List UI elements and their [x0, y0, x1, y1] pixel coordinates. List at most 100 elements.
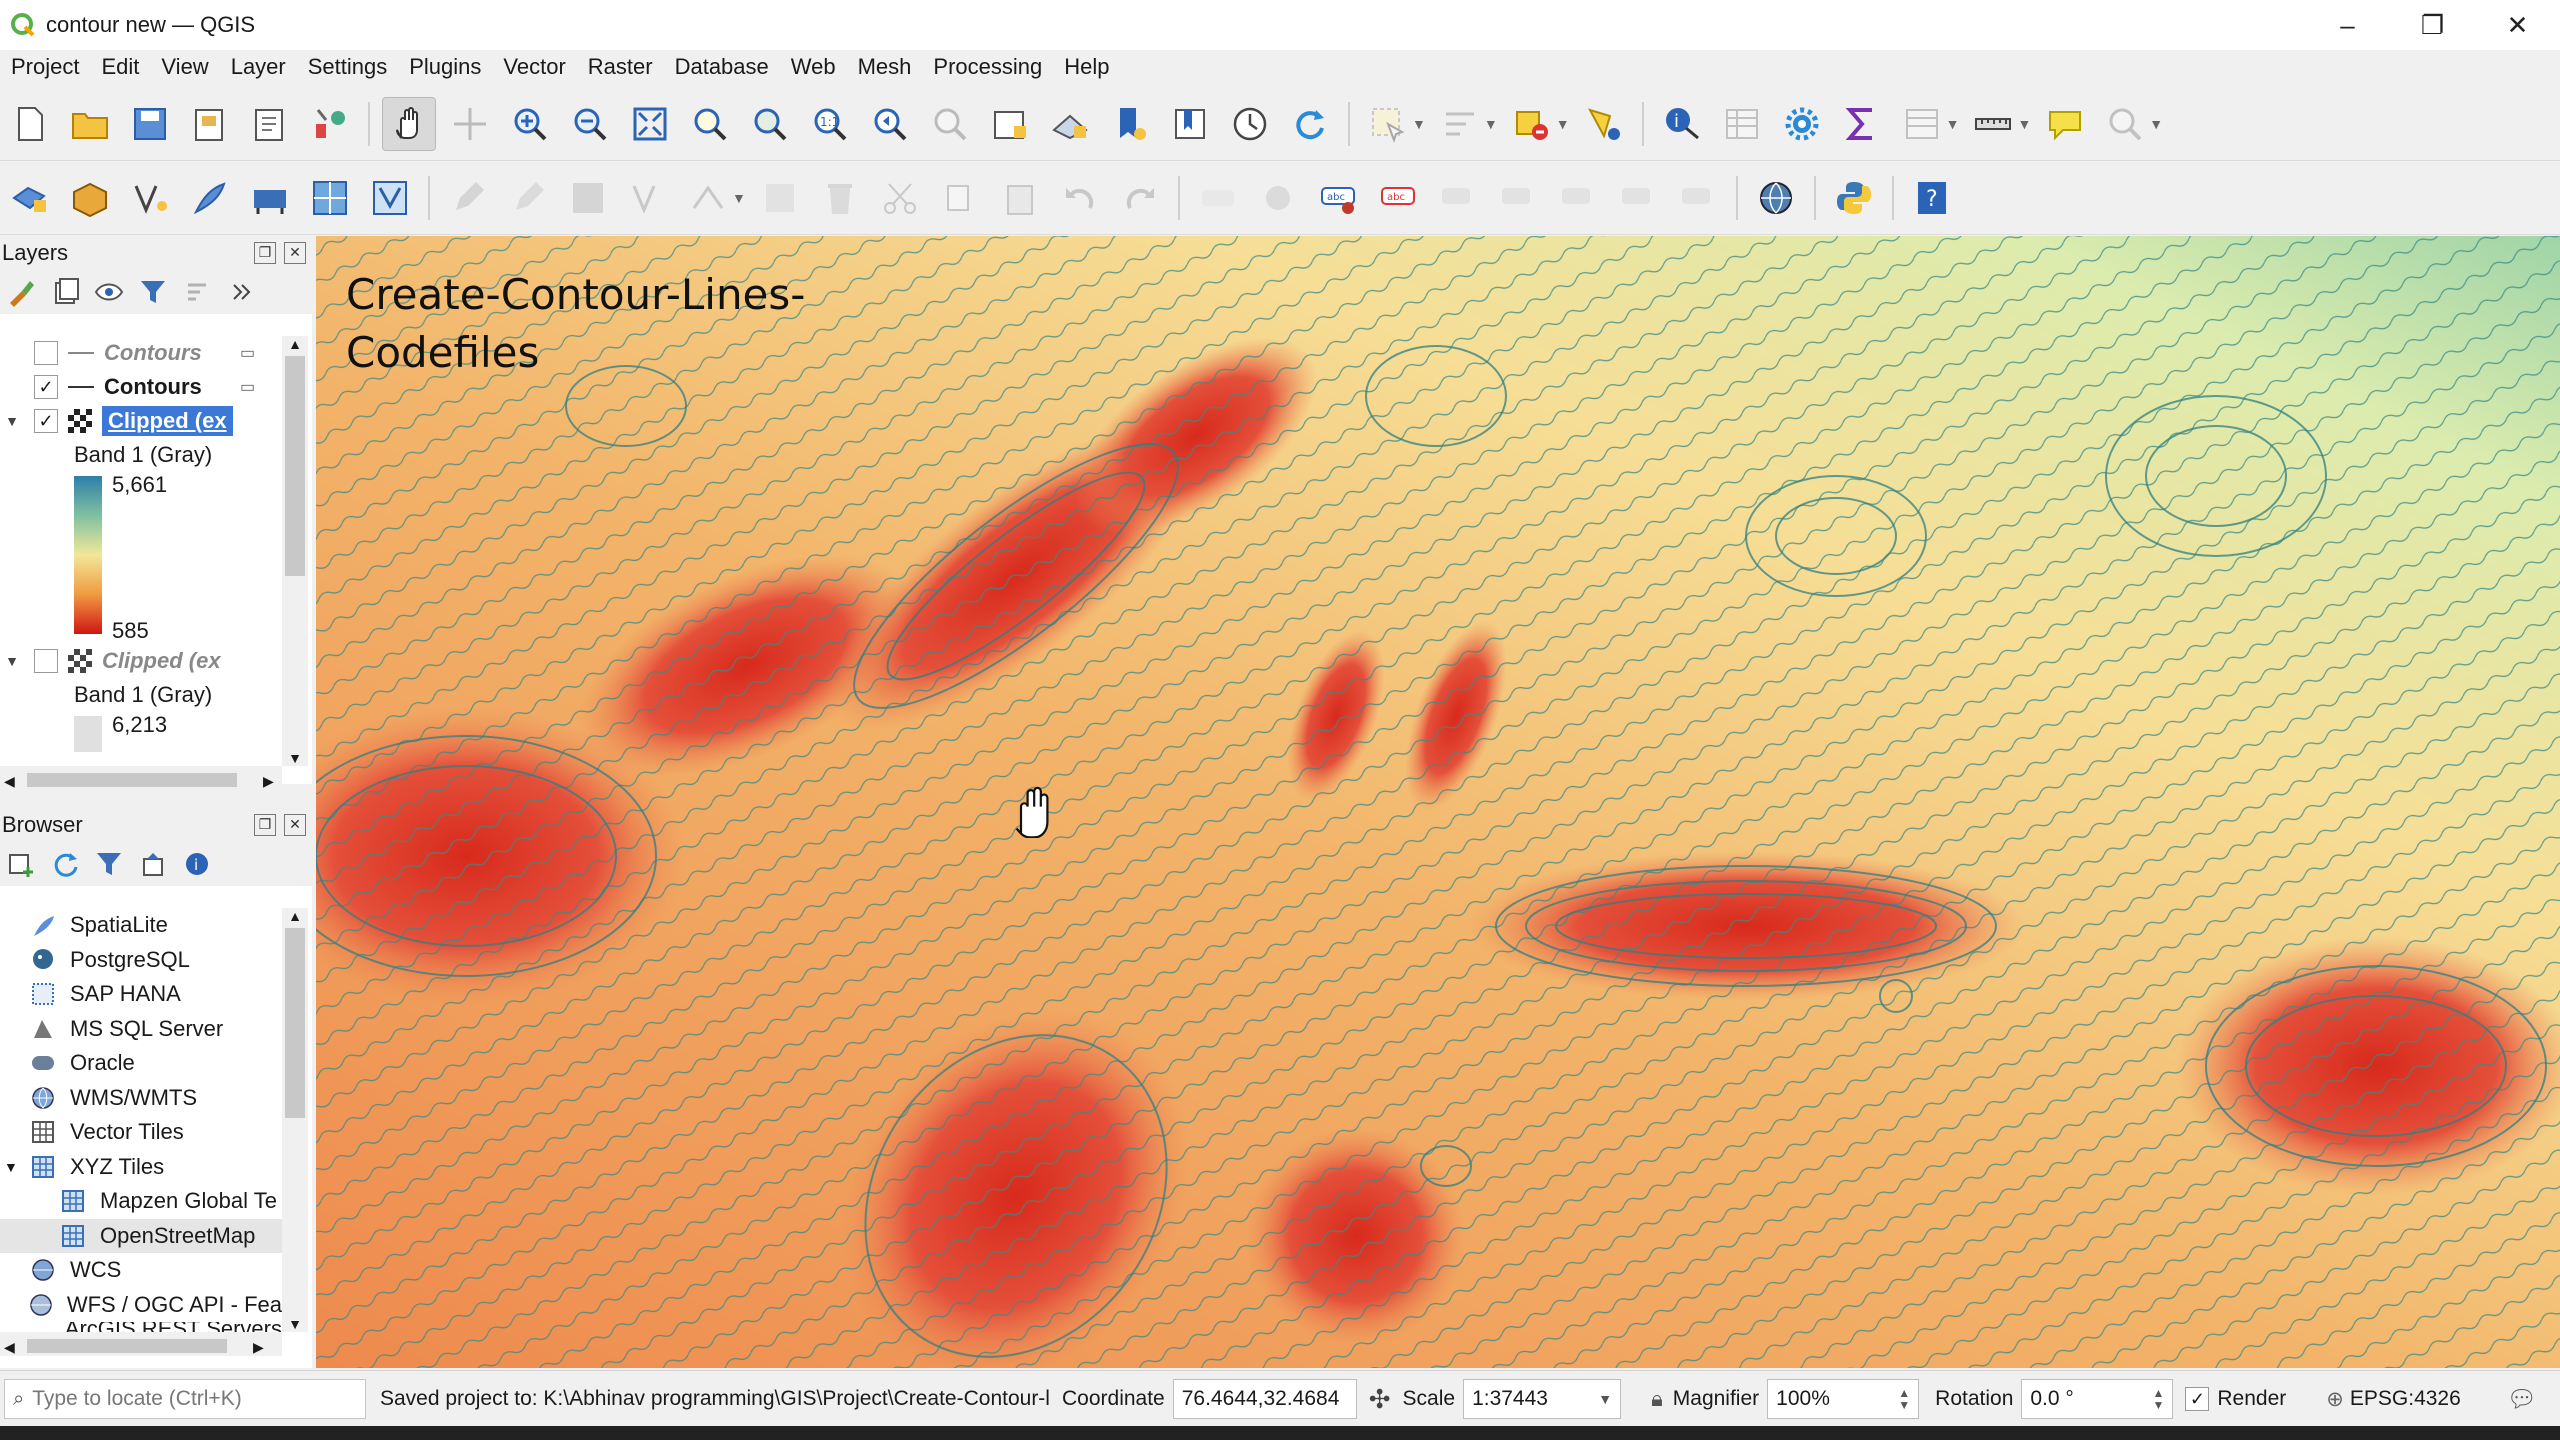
attribute-table-button[interactable]	[1716, 98, 1768, 150]
pan-map-button[interactable]	[382, 97, 436, 151]
zoom-to-layer-button[interactable]	[744, 98, 796, 150]
change-label-button[interactable]	[1672, 172, 1724, 224]
rotation-spinbox[interactable]: 0.0 ° ▲ ▼	[2021, 1379, 2174, 1419]
measure-line-button[interactable]	[1967, 98, 2019, 150]
spin-arrows-icon[interactable]: ▲ ▼	[2152, 1386, 2165, 1412]
quickmapservices-button[interactable]	[1750, 172, 1802, 224]
add-vector-layer-button[interactable]	[124, 172, 176, 224]
collapse-arrow-icon[interactable]: ▼	[4, 1158, 18, 1175]
browser-item-oracle[interactable]: Oracle	[0, 1046, 282, 1081]
browser-horizontal-scrollbar[interactable]: ◀ ▶	[0, 1332, 282, 1356]
paste-features-button[interactable]	[994, 172, 1046, 224]
browser-item-openstreetmap[interactable]: OpenStreetMap	[0, 1218, 282, 1253]
new-geopackage-layer-button[interactable]	[64, 172, 116, 224]
scroll-right-icon[interactable]: ▶	[253, 1339, 264, 1355]
add-selected-layers-icon[interactable]	[6, 849, 36, 879]
layer-visibility-checkbox[interactable]	[34, 341, 58, 365]
menu-web[interactable]: Web	[790, 54, 836, 79]
menu-mesh[interactable]: Mesh	[857, 54, 912, 79]
toggle-extents-icon[interactable]: ✣	[1368, 1383, 1391, 1414]
zoom-to-selection-button[interactable]	[684, 98, 736, 150]
locator-bar[interactable]: ⌕ Type to locate (Ctrl+K)	[4, 1379, 366, 1419]
scroll-down-icon[interactable]: ▼	[288, 750, 302, 766]
processing-toolbox-button[interactable]	[1776, 98, 1828, 150]
save-edits-button[interactable]	[562, 172, 614, 224]
statistical-summary-button[interactable]	[1836, 98, 1888, 150]
menu-project[interactable]: Project	[11, 54, 80, 79]
deselect-features-button[interactable]	[1506, 98, 1558, 150]
label-tool-button[interactable]	[1192, 172, 1244, 224]
scale-combobox[interactable]: 1:37443 ▼	[1463, 1379, 1622, 1419]
digitize-button[interactable]	[622, 172, 674, 224]
add-mesh-layer-button[interactable]	[364, 172, 416, 224]
info-icon[interactable]: i	[182, 849, 212, 879]
collapse-arrow-icon[interactable]: ▼	[5, 653, 19, 669]
identify-features-button[interactable]: i	[1656, 98, 1708, 150]
float-panel-icon[interactable]: ❐	[254, 814, 276, 836]
zoom-in-button[interactable]	[504, 98, 556, 150]
layer-row[interactable]: ✓ Contours ▭	[0, 370, 282, 404]
browser-item-vector-tiles[interactable]: Vector Tiles	[0, 1115, 282, 1150]
locator-dropdown-icon[interactable]: ▼	[2149, 116, 2164, 132]
collapse-arrow-icon[interactable]: ▼	[5, 413, 19, 429]
browser-item-mssql[interactable]: MS SQL Server	[0, 1012, 282, 1047]
new-print-layout-button[interactable]	[184, 98, 236, 150]
crs-button[interactable]: EPSG:4326	[2349, 1387, 2461, 1410]
menu-settings[interactable]: Settings	[307, 54, 388, 79]
close-panel-icon[interactable]: ✕	[284, 242, 306, 264]
zoom-full-button[interactable]	[624, 98, 676, 150]
add-wms-layer-button[interactable]	[244, 172, 296, 224]
menu-view[interactable]: View	[161, 54, 209, 79]
python-console-button[interactable]	[1828, 172, 1880, 224]
open-field-calculator-button[interactable]	[1896, 98, 1948, 150]
select-location-button[interactable]	[1578, 98, 1630, 150]
map-tips-button[interactable]	[2039, 98, 2091, 150]
zoom-next-button[interactable]	[924, 98, 976, 150]
scroll-thumb[interactable]	[285, 928, 305, 1118]
refresh-icon[interactable]	[50, 849, 80, 879]
refresh-button[interactable]	[1284, 98, 1336, 150]
field-calculator-dropdown-icon[interactable]: ▼	[1945, 116, 1960, 132]
open-project-button[interactable]	[64, 98, 116, 150]
layer-visibility-checkbox[interactable]	[34, 649, 58, 673]
zoom-last-button[interactable]	[864, 98, 916, 150]
menu-database[interactable]: Database	[674, 54, 769, 79]
add-group-icon[interactable]	[50, 277, 80, 307]
undo-button[interactable]	[1054, 172, 1106, 224]
menu-processing[interactable]: Processing	[933, 54, 1043, 79]
browser-item-wfs[interactable]: WFS / OGC API - Fea	[0, 1288, 282, 1323]
style-layer-icon[interactable]	[6, 277, 36, 307]
show-hide-labels-button[interactable]: abc	[1372, 172, 1424, 224]
menu-edit[interactable]: Edit	[101, 54, 140, 79]
browser-item-sap-hana[interactable]: SAP HANA	[0, 977, 282, 1012]
menu-raster[interactable]: Raster	[587, 54, 653, 79]
menu-plugins[interactable]: Plugins	[409, 54, 482, 79]
scroll-down-icon[interactable]: ▼	[288, 1316, 302, 1332]
browser-item-wms[interactable]: WMS/WMTS	[0, 1081, 282, 1116]
menu-layer[interactable]: Layer	[230, 54, 286, 79]
vertex-tool-button[interactable]	[682, 172, 734, 224]
scroll-left-icon[interactable]: ◀	[4, 1339, 15, 1355]
measure-dropdown-icon[interactable]: ▼	[2017, 116, 2032, 132]
filter-icon[interactable]	[94, 849, 124, 879]
copy-features-button[interactable]	[934, 172, 986, 224]
float-panel-icon[interactable]: ❐	[254, 242, 276, 264]
new-bookmark-button[interactable]	[1104, 98, 1156, 150]
collapse-all-icon[interactable]	[138, 849, 168, 879]
select-dropdown-icon[interactable]: ▼	[1412, 116, 1426, 132]
layer-row-selected[interactable]: ▼ ✓ Clipped (ex	[0, 404, 282, 438]
layer-row[interactable]: ▼ Clipped (ex	[0, 644, 282, 678]
highlight-pinned-button[interactable]	[1492, 172, 1544, 224]
scroll-up-icon[interactable]: ▲	[288, 908, 302, 924]
more-icon[interactable]	[226, 277, 256, 307]
modify-attributes-button[interactable]	[754, 172, 806, 224]
h-scroll-thumb[interactable]	[26, 1339, 227, 1354]
layers-horizontal-scrollbar[interactable]: ◀ ▶	[0, 766, 282, 790]
cut-features-button[interactable]	[874, 172, 926, 224]
browser-item-mapzen[interactable]: Mapzen Global Te	[0, 1184, 282, 1219]
new-map-view-button[interactable]	[984, 98, 1036, 150]
add-spatialite-layer-button[interactable]	[184, 172, 236, 224]
close-button[interactable]: ✕	[2506, 9, 2529, 40]
style-manager-button[interactable]	[304, 98, 356, 150]
layer-row[interactable]: Contours ▭	[0, 336, 282, 370]
